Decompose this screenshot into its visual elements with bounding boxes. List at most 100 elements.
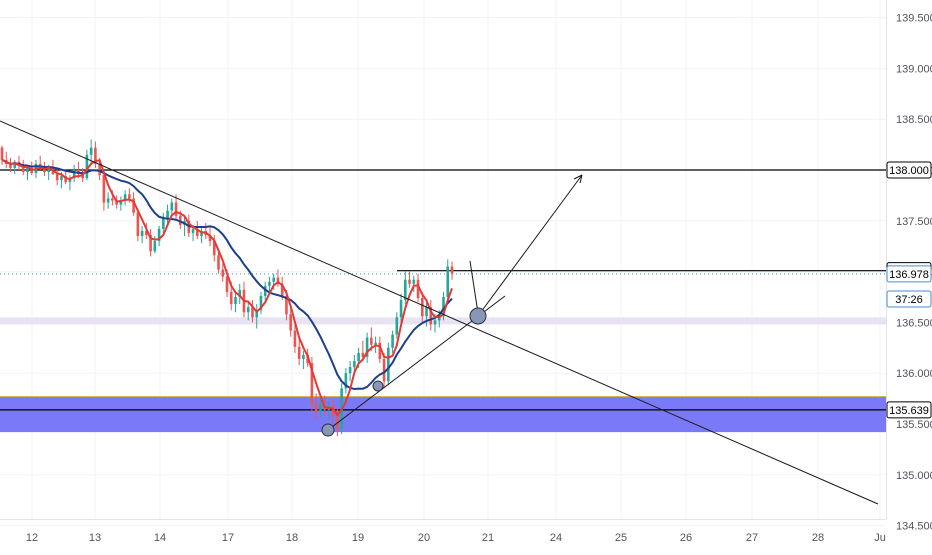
candle-body [387, 347, 390, 382]
candle-body [145, 230, 148, 236]
candle-body [314, 403, 318, 412]
candle-body [442, 297, 445, 317]
x-tick-label: Ju [874, 532, 886, 544]
candle-body [259, 295, 263, 311]
candle-body [412, 279, 416, 284]
candle-body [246, 307, 250, 313]
price-marker-label: 135.639 [889, 405, 929, 417]
candle-body [60, 176, 63, 181]
candle-body [331, 405, 335, 416]
candle-body [68, 178, 72, 183]
projection-line [469, 260, 479, 314]
x-tick-label: 18 [286, 532, 298, 544]
candle-body [255, 310, 259, 318]
candle-body [268, 281, 271, 286]
candle-body [395, 317, 399, 335]
candle-body [136, 212, 140, 237]
drawings [0, 120, 879, 505]
candle-body [310, 363, 314, 404]
price-marker-box [886, 290, 932, 308]
x-tick-label: 21 [482, 532, 494, 544]
y-tick-label: 137.500 [896, 216, 932, 228]
candle-body [391, 334, 394, 348]
candle-body [229, 291, 233, 305]
candle-body [365, 337, 369, 357]
descending-trendline [0, 120, 879, 505]
y-tick-label: 136.500 [896, 317, 932, 329]
candle-body [433, 320, 437, 325]
candle-body [208, 235, 212, 242]
candle-body [13, 161, 17, 168]
candle-body [344, 373, 348, 389]
fast-moving-average-line [1, 158, 453, 417]
candle-body [425, 307, 428, 317]
candle-body [115, 200, 118, 205]
price-marker-box [886, 401, 932, 419]
candles [0, 139, 454, 437]
candle-body [357, 352, 360, 362]
slow-moving-average-line [1, 158, 453, 391]
candle-body [149, 235, 152, 252]
candle-body [102, 175, 106, 203]
candle-body [225, 276, 229, 292]
candle-body [374, 342, 377, 345]
pivot-marker [469, 307, 487, 325]
x-tick-label: 24 [550, 532, 562, 544]
x-tick-label: 20 [418, 532, 430, 544]
x-tick-label: 14 [154, 532, 166, 544]
candle-body [153, 241, 157, 252]
pivot-marker [321, 423, 335, 437]
candle-body [361, 352, 365, 357]
target-arrow-head [573, 174, 583, 184]
candle-body [212, 241, 216, 256]
candle-body [293, 330, 297, 347]
candle-body [280, 283, 284, 296]
candle-body [437, 316, 441, 321]
x-tick-label: 26 [680, 532, 692, 544]
x-tick-label: 12 [26, 532, 38, 544]
candle-body [89, 147, 93, 155]
candle-body [157, 228, 161, 242]
candle-body [319, 403, 322, 412]
candle-body [166, 210, 169, 219]
candle-body [55, 174, 59, 181]
candle-body [420, 298, 424, 317]
y-tick-label: 139.500 [896, 13, 932, 25]
candle-body [348, 367, 352, 374]
candle-body [174, 202, 178, 216]
candle-body [353, 361, 356, 368]
candle-body [111, 198, 114, 201]
candle-body [94, 147, 97, 164]
candle-body [195, 228, 199, 237]
price-marker-label: 138.000 [889, 165, 929, 177]
candle-body [399, 300, 403, 318]
candle-body [191, 228, 195, 233]
candle-body [251, 307, 254, 318]
candle-body [272, 277, 275, 282]
candle-body [416, 279, 420, 299]
grid [0, 0, 886, 527]
candle-body [450, 266, 454, 274]
y-tick-label: 135.500 [896, 419, 932, 431]
y-tick-label: 139.000 [896, 63, 932, 75]
candle-body [162, 218, 165, 229]
moving-averages [1, 158, 453, 417]
candle-body [26, 167, 29, 173]
candle-body [200, 230, 203, 237]
zones [0, 317, 886, 433]
candle-body [179, 215, 182, 225]
price-marker-box [886, 265, 932, 283]
candle-body [289, 314, 292, 331]
candle-body [382, 358, 386, 382]
candle-body [238, 289, 242, 297]
price-marker-label: 136.978 [889, 269, 929, 281]
candle-body [285, 295, 288, 315]
pivot-marker [372, 380, 384, 392]
candle-body [140, 230, 144, 237]
candle-body [370, 337, 373, 345]
x-tick-label: 28 [812, 532, 824, 544]
candle-body [119, 200, 123, 205]
